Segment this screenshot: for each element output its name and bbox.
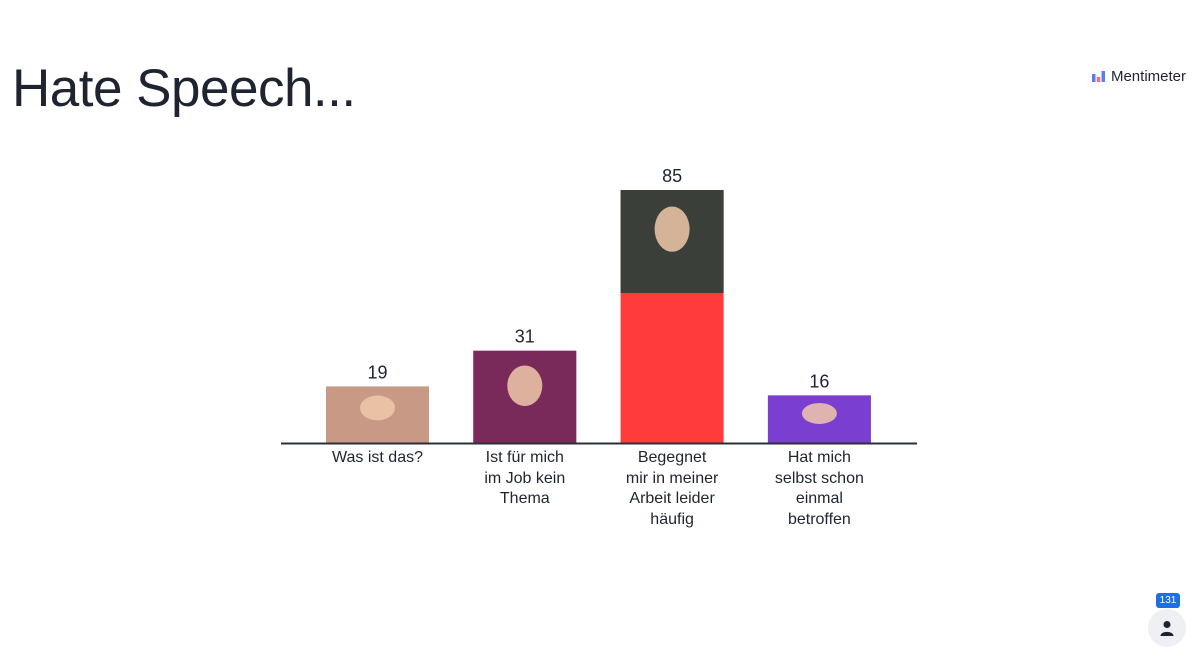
value-label-2: 31 xyxy=(515,327,535,347)
category-label-3: Begegnet mir in meiner Arbeit leider häu… xyxy=(625,449,719,528)
participant-counter[interactable]: 131 xyxy=(1148,593,1188,648)
person-icon xyxy=(1160,621,1174,636)
audience-button[interactable] xyxy=(1148,609,1186,647)
category-label-4: Hat mich selbst schon einmal betroffen xyxy=(774,449,864,528)
bar-chart-logo-icon xyxy=(1091,71,1105,82)
value-label-4: 16 xyxy=(809,371,829,391)
value-label-3: 85 xyxy=(662,166,682,186)
category-label-2: Ist für mich im Job kein Thema xyxy=(484,449,566,507)
bar-image-figure-2 xyxy=(507,365,543,407)
participant-count-badge: 131 xyxy=(1156,593,1180,608)
slide-title: Hate Speech... xyxy=(12,59,356,118)
bar-image-figure-1 xyxy=(359,395,396,421)
mentimeter-logo: Mentimeter xyxy=(1091,68,1186,85)
category-label-1: Was ist das? xyxy=(332,449,423,466)
brand-name: Mentimeter xyxy=(1110,68,1186,85)
bar-image-figure-4 xyxy=(801,402,837,424)
bar-image-figure-3 xyxy=(654,206,690,252)
value-label-1: 19 xyxy=(367,362,387,382)
